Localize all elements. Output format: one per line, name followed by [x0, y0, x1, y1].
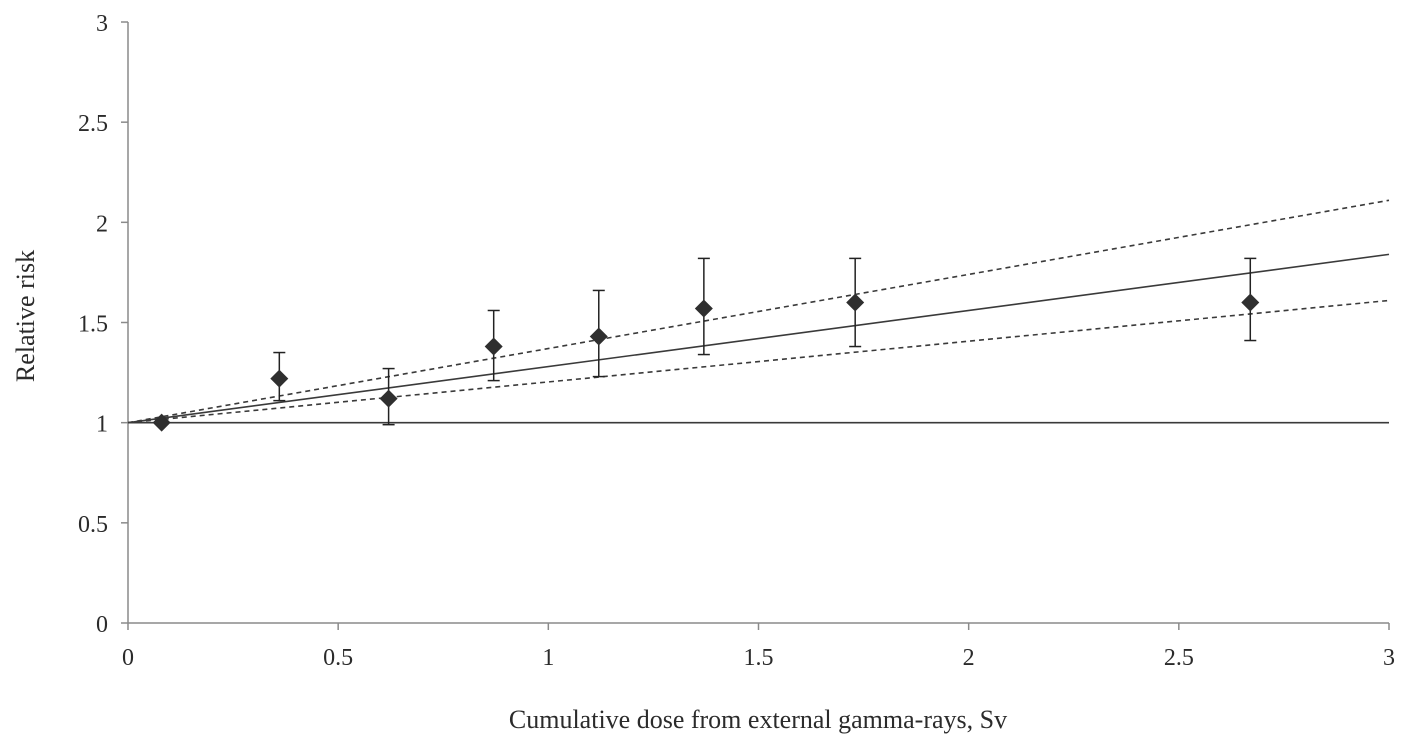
x-ticks: 0 0.5 1 1.5 2 2.5 3: [122, 623, 1395, 671]
y-ticks: 0 0.5 1 1.5 2 2.5 3: [78, 11, 128, 638]
data-point-marker: [152, 413, 171, 432]
data-point-marker: [694, 299, 713, 318]
axes: [127, 22, 1389, 624]
fit-lines: [127, 199, 1390, 424]
y-tick-label: 2: [96, 211, 108, 237]
x-tick-label: 2: [963, 645, 975, 671]
data-point-marker: [270, 369, 289, 388]
x-tick-label: 0.5: [323, 645, 353, 671]
y-tick-label: 0: [96, 612, 108, 638]
y-tick-label: 2.5: [78, 111, 108, 137]
data-point-marker: [484, 337, 503, 356]
data-point-marker: [589, 327, 608, 346]
data-point-marker: [379, 389, 398, 408]
y-tick-label: 1: [96, 412, 108, 438]
y-tick-label: 1.5: [78, 312, 108, 338]
y-axis-label: Relative risk: [11, 250, 40, 382]
x-axis-label: Cumulative dose from external gamma-rays…: [509, 705, 1007, 734]
y-tick-label: 3: [96, 11, 108, 37]
ci-dashed-line: [127, 199, 1390, 424]
x-tick-label: 3: [1383, 645, 1395, 671]
error-bars: [273, 257, 1257, 426]
x-tick-label: 1.5: [744, 645, 774, 671]
fit-solid-line: [127, 253, 1390, 424]
markers: [152, 293, 1260, 432]
x-tick-label: 0: [122, 645, 134, 671]
data-point-marker: [846, 293, 865, 312]
x-tick-label: 1: [542, 645, 554, 671]
y-tick-label: 0.5: [78, 512, 108, 538]
data-point-marker: [1241, 293, 1260, 312]
ci-dashed-line: [127, 299, 1390, 424]
x-tick-label: 2.5: [1164, 645, 1194, 671]
